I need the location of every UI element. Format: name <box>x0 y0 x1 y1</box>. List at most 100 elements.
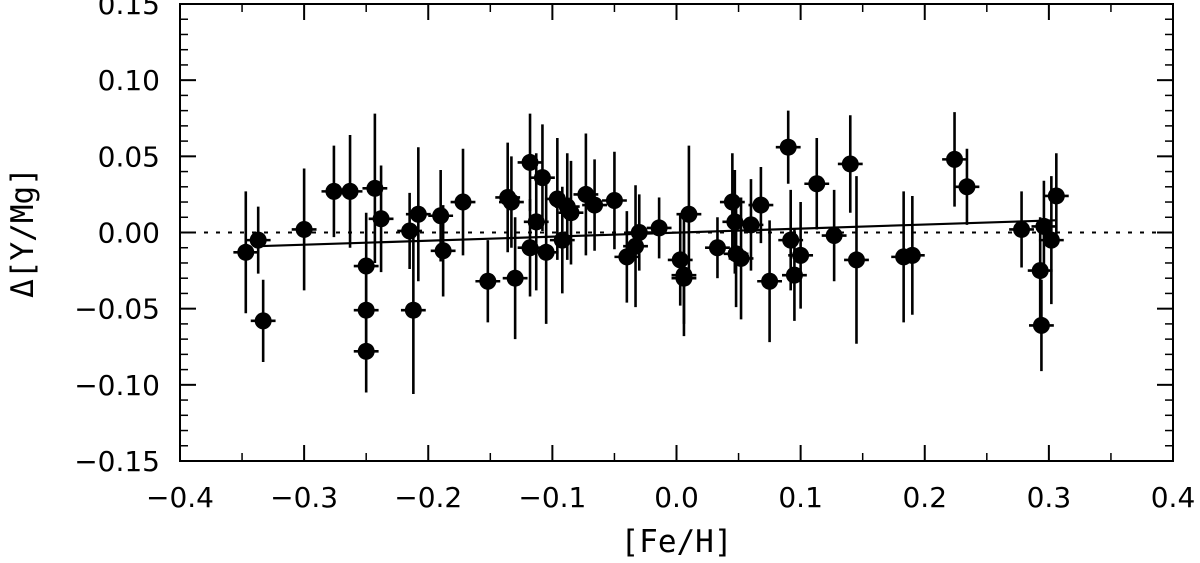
minor-ticks <box>180 4 1173 461</box>
point-marker <box>680 205 698 223</box>
point-marker <box>671 251 689 269</box>
data-point <box>517 113 543 212</box>
x-tick-label: −0.1 <box>518 481 586 514</box>
y-tick-label: 0.00 <box>98 217 160 250</box>
point-marker <box>401 222 419 240</box>
data-point <box>804 138 830 230</box>
data-point <box>362 113 388 263</box>
y-tick-labels: −0.15 −0.10 −0.05 0.00 0.05 0.10 0.15 <box>74 0 160 478</box>
data-point <box>1029 279 1054 372</box>
data-point <box>837 115 863 213</box>
data-point <box>233 191 259 314</box>
point-marker <box>366 179 384 197</box>
point-marker <box>372 210 390 228</box>
point-marker <box>404 301 422 319</box>
y-tick-label: −0.15 <box>74 445 160 478</box>
data-point <box>337 135 363 248</box>
data-point <box>757 220 783 343</box>
y-tick-label: −0.05 <box>74 293 160 326</box>
point-marker <box>847 251 865 269</box>
point-marker <box>562 204 580 222</box>
data-point <box>291 168 317 291</box>
point-marker <box>605 192 623 210</box>
x-tick-label: −0.4 <box>146 481 214 514</box>
point-marker <box>295 220 313 238</box>
point-marker <box>1013 220 1031 238</box>
data-point <box>499 156 524 248</box>
x-tick-label: −0.2 <box>394 481 462 514</box>
point-marker <box>432 207 450 225</box>
data-point <box>245 206 271 274</box>
data-point <box>368 165 394 273</box>
data-point <box>954 148 980 225</box>
point-marker <box>779 138 797 156</box>
data-point <box>728 197 754 320</box>
data-point <box>517 198 543 297</box>
point-marker <box>434 242 452 260</box>
point-marker <box>521 153 539 171</box>
point-marker <box>841 155 859 173</box>
data-point <box>844 176 869 344</box>
data-point <box>671 232 697 324</box>
x-tick-label: 0.3 <box>1027 481 1072 514</box>
point-marker <box>1032 316 1050 334</box>
data-point <box>899 195 925 315</box>
point-marker <box>254 312 272 330</box>
point-marker <box>958 178 976 196</box>
data-point <box>558 160 584 265</box>
data-point <box>775 110 801 184</box>
point-marker <box>782 231 800 249</box>
data-point <box>705 217 730 279</box>
data-point <box>1009 191 1034 268</box>
point-marker <box>825 227 843 245</box>
point-marker <box>630 224 648 241</box>
point-marker <box>506 269 524 287</box>
data-point <box>1043 153 1069 239</box>
point-marker <box>752 196 770 214</box>
point-marker <box>808 175 826 193</box>
point-marker <box>527 213 545 231</box>
data-point <box>602 151 627 250</box>
data-point <box>626 194 652 271</box>
data-point <box>782 229 807 321</box>
data-point <box>738 179 764 271</box>
point-marker <box>341 182 359 200</box>
data-point <box>821 189 847 282</box>
data-point <box>646 197 672 259</box>
point-marker <box>708 239 726 257</box>
point-marker <box>761 272 779 290</box>
point-marker <box>1035 217 1053 235</box>
point-marker <box>1031 262 1049 280</box>
point-marker <box>533 169 551 187</box>
data-point <box>250 279 276 362</box>
y-axis-title: Δ[Y/Mg] <box>5 167 41 298</box>
data-points <box>233 110 1069 394</box>
data-point <box>353 310 379 393</box>
data-point <box>400 226 426 394</box>
y-tick-label: −0.10 <box>74 369 160 402</box>
data-point <box>748 166 774 244</box>
y-tick-label: 0.10 <box>98 64 160 97</box>
point-marker <box>537 243 555 261</box>
data-point <box>475 240 501 323</box>
x-tick-label: 0.1 <box>778 481 823 514</box>
data-point <box>430 205 456 297</box>
y-tick-label: 0.05 <box>98 140 160 173</box>
data-point <box>582 159 607 251</box>
point-marker <box>742 216 760 234</box>
x-tick-label: 0.2 <box>902 481 947 514</box>
point-marker <box>409 205 427 223</box>
x-tick-label: 0.4 <box>1151 481 1196 514</box>
point-marker <box>249 231 267 249</box>
point-marker <box>792 246 810 264</box>
point-marker <box>586 196 604 214</box>
x-tick-labels: −0.4 −0.3 −0.2 −0.1 0.0 0.1 0.2 0.3 0.4 <box>146 481 1195 514</box>
x-axis-title: [Fe/H] <box>621 524 733 560</box>
data-point <box>533 180 559 324</box>
plot-frame <box>179 3 1174 462</box>
data-point <box>321 145 347 238</box>
x-tick-label: 0.0 <box>654 481 699 514</box>
data-point <box>450 148 476 256</box>
data-point <box>942 112 967 207</box>
